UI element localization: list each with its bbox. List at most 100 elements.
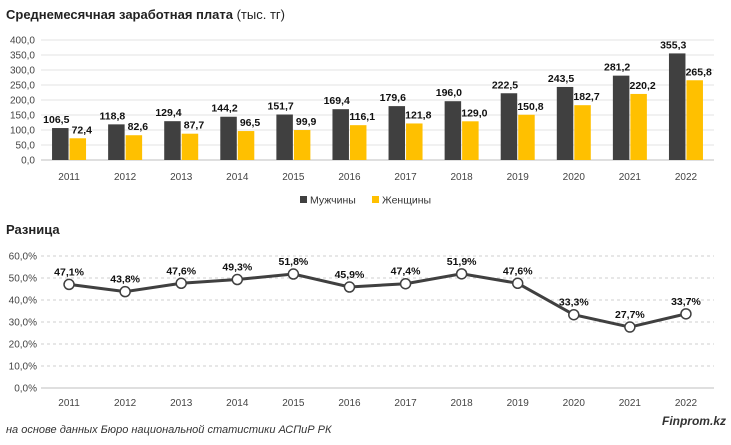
data-label: 51,9% [447,256,477,268]
x-tick-label: 2016 [338,398,361,409]
data-label: 47,6% [503,265,533,277]
data-label: 106,5 [43,114,69,126]
data-label: 82,6 [128,121,149,133]
data-label: 265,8 [686,66,712,78]
x-tick-label: 2018 [451,172,474,183]
data-label: 144,2 [211,103,237,115]
x-tick-label: 2015 [282,172,305,183]
data-label: 43,8% [110,274,140,286]
data-point [175,277,187,290]
x-tick-label: 2018 [451,398,474,409]
x-tick-label: 2020 [563,398,586,409]
data-label: 182,7 [573,91,599,103]
y-tick-label: 0,0 [21,156,35,167]
x-tick-label: 2014 [226,398,249,409]
y-tick-label: 150,0 [10,111,35,122]
y-tick-label: 0,0% [14,384,37,395]
legend-marker [372,196,379,203]
x-tick-label: 2017 [394,398,417,409]
bar-men [500,93,518,160]
bar-women [125,135,143,160]
x-tick-label: 2016 [338,172,361,183]
bar-women [237,131,255,160]
x-tick-label: 2012 [114,398,137,409]
data-label: 72,4 [72,124,93,136]
data-label: 47,6% [166,265,196,277]
bar-men [388,106,406,160]
y-tick-label: 300,0 [10,66,35,77]
data-label: 121,8 [405,109,431,121]
y-tick-label: 10,0% [9,362,37,373]
data-point [231,273,244,286]
data-point [624,321,636,333]
data-point [63,278,75,291]
data-point [680,308,692,320]
y-tick-label: 60,0% [9,252,37,263]
data-label: 49,3% [222,262,252,274]
bar-men [52,128,69,160]
legend: Мужчины Женщины [300,195,431,207]
data-label: 116,1 [349,111,375,123]
data-label: 179,6 [380,92,406,104]
data-label: 281,2 [604,62,630,74]
bar-men [668,53,686,160]
legend-marker [300,196,307,203]
y-tick-label: 50,0% [9,274,37,285]
series-line [68,272,687,329]
y-tick-label: 100,0 [10,126,35,137]
bar-chart-title: Среднемесячная заработная плата (тыс. тг… [6,7,285,22]
y-tick-label: 350,0 [10,51,35,62]
data-point [343,281,356,293]
data-label: 47,4% [391,266,421,278]
bar-men [108,124,125,160]
bar-chart: 0,0 50,0 100,0 150,0 200,0 250,0 300,0 350,0 400… [10,36,714,207]
line-chart-title: Разница [6,222,60,237]
data-label: 47,1% [54,266,84,278]
x-tick-label: 2021 [619,172,642,183]
data-label: 96,5 [240,117,261,129]
data-point [568,308,580,321]
bar-men [612,75,630,160]
data-label: 129,0 [461,107,487,119]
bar-women [686,80,703,160]
legend-label: Женщины [382,195,431,207]
bar-women [462,121,479,160]
bar-women [181,133,199,160]
x-tick-label: 2011 [58,398,80,409]
bar-women [293,130,311,160]
data-label: 129,4 [155,107,181,119]
x-tick-label: 2020 [563,172,586,183]
x-tick-label: 2019 [507,398,530,409]
bar-women [518,114,535,160]
y-tick-label: 250,0 [10,81,35,92]
y-tick-label: 40,0% [9,296,37,307]
brand-logo: Finprom.kz [661,414,726,428]
y-tick-label: 200,0 [10,96,35,107]
data-label: 169,4 [324,95,350,107]
x-tick-label: 2012 [114,172,137,183]
bar-men [276,114,293,160]
y-tick-label: 400,0 [10,36,35,47]
data-label: 45,9% [335,269,365,281]
data-label: 87,7 [184,120,205,132]
data-point [119,285,131,298]
data-point [455,268,468,280]
data-label: 243,5 [548,73,574,85]
legend-label: Мужчины [310,195,356,207]
bar-women [406,123,423,160]
bar-men [332,109,349,160]
data-label: 151,7 [267,100,293,112]
data-label: 355,3 [660,39,686,51]
bar-women [349,125,367,160]
data-label: 33,3% [559,297,589,309]
y-tick-label: 30,0% [9,318,37,329]
x-tick-label: 2022 [675,172,698,183]
y-tick-label: 50,0 [16,141,36,152]
x-tick-label: 2022 [675,398,698,409]
bar-men [164,121,181,160]
x-tick-label: 2011 [58,172,80,183]
bar-men [444,101,462,160]
x-tick-label: 2013 [170,398,193,409]
bar-men [556,86,574,160]
bar-women [630,93,647,160]
